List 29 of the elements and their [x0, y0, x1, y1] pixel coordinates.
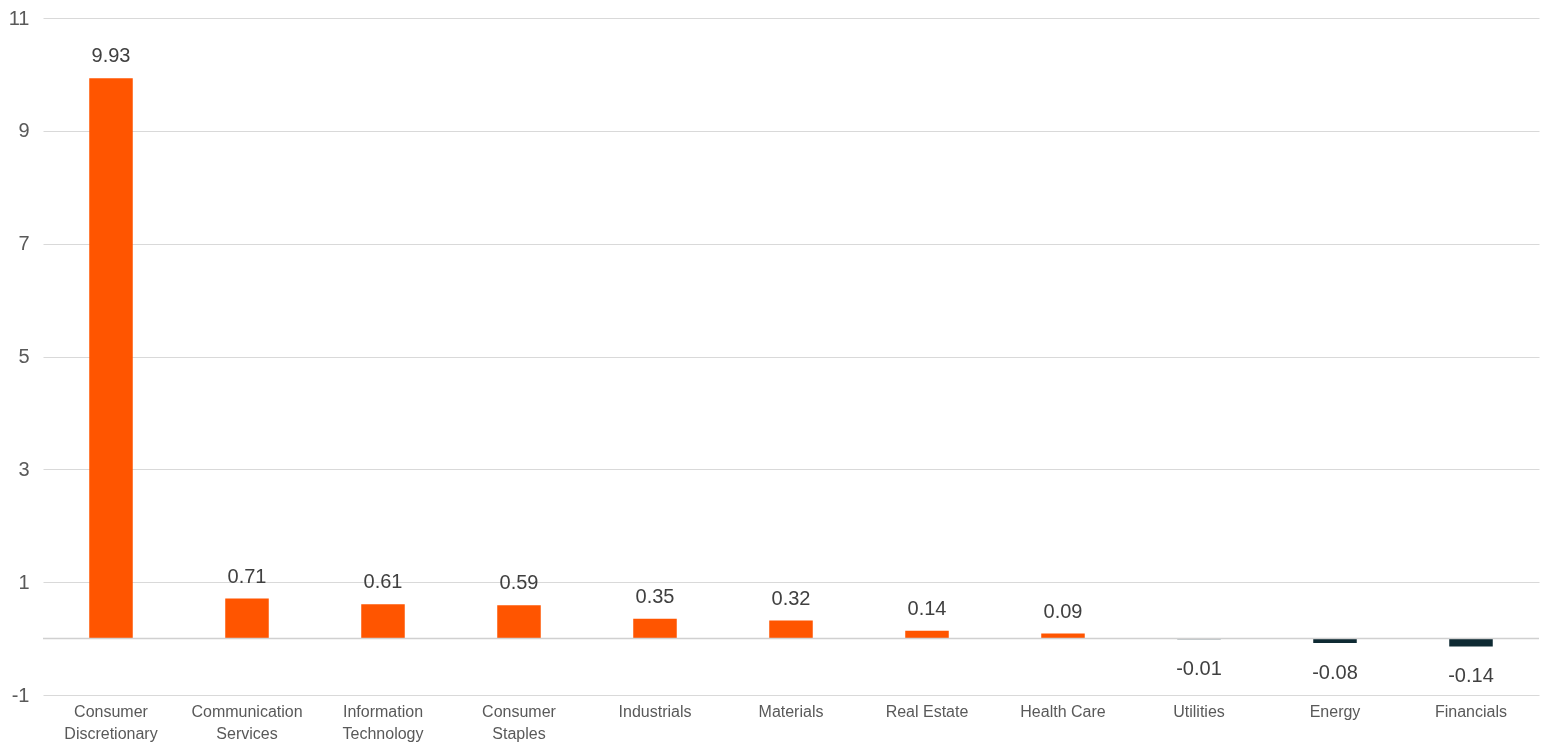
data-label: 0.71	[227, 564, 267, 587]
x-tick-label: Health Care	[1020, 702, 1106, 720]
data-label: 0.61	[363, 570, 403, 593]
x-tick-label: Communication Services	[191, 702, 303, 742]
x-tick-label: Energy	[1309, 702, 1361, 720]
y-tick-label: 9	[18, 119, 30, 142]
data-label: 0.59	[499, 571, 539, 594]
x-tick-label: Materials	[758, 702, 824, 720]
data-label: 0.35	[635, 584, 675, 607]
x-tick-label: Consumer Discretionary	[64, 702, 158, 742]
y-tick-label: 7	[18, 232, 30, 255]
x-tick-label: Consumer Staples	[482, 702, 557, 742]
x-tick-label: Industrials	[618, 702, 692, 720]
data-label: 0.14	[907, 596, 947, 619]
y-tick-label: 3	[18, 457, 30, 480]
data-label: -0.14	[1448, 664, 1494, 687]
x-tick-label: Utilities	[1173, 702, 1225, 720]
y-tick-label: 5	[18, 345, 30, 367]
y-tick-label: 11	[8, 6, 30, 29]
x-tick-label: Real Estate	[885, 702, 969, 720]
x-tick-label: Information Technology	[342, 702, 424, 742]
y-tick-label: -1	[11, 683, 30, 706]
x-tick-label: Financials	[1434, 702, 1508, 720]
data-label: 0.09	[1043, 599, 1083, 622]
data-label: -0.01	[1176, 657, 1222, 680]
data-label: 9.93	[91, 44, 131, 67]
data-label: -0.08	[1312, 661, 1358, 684]
data-label: 0.32	[771, 586, 811, 609]
y-tick-label: 1	[18, 570, 30, 593]
